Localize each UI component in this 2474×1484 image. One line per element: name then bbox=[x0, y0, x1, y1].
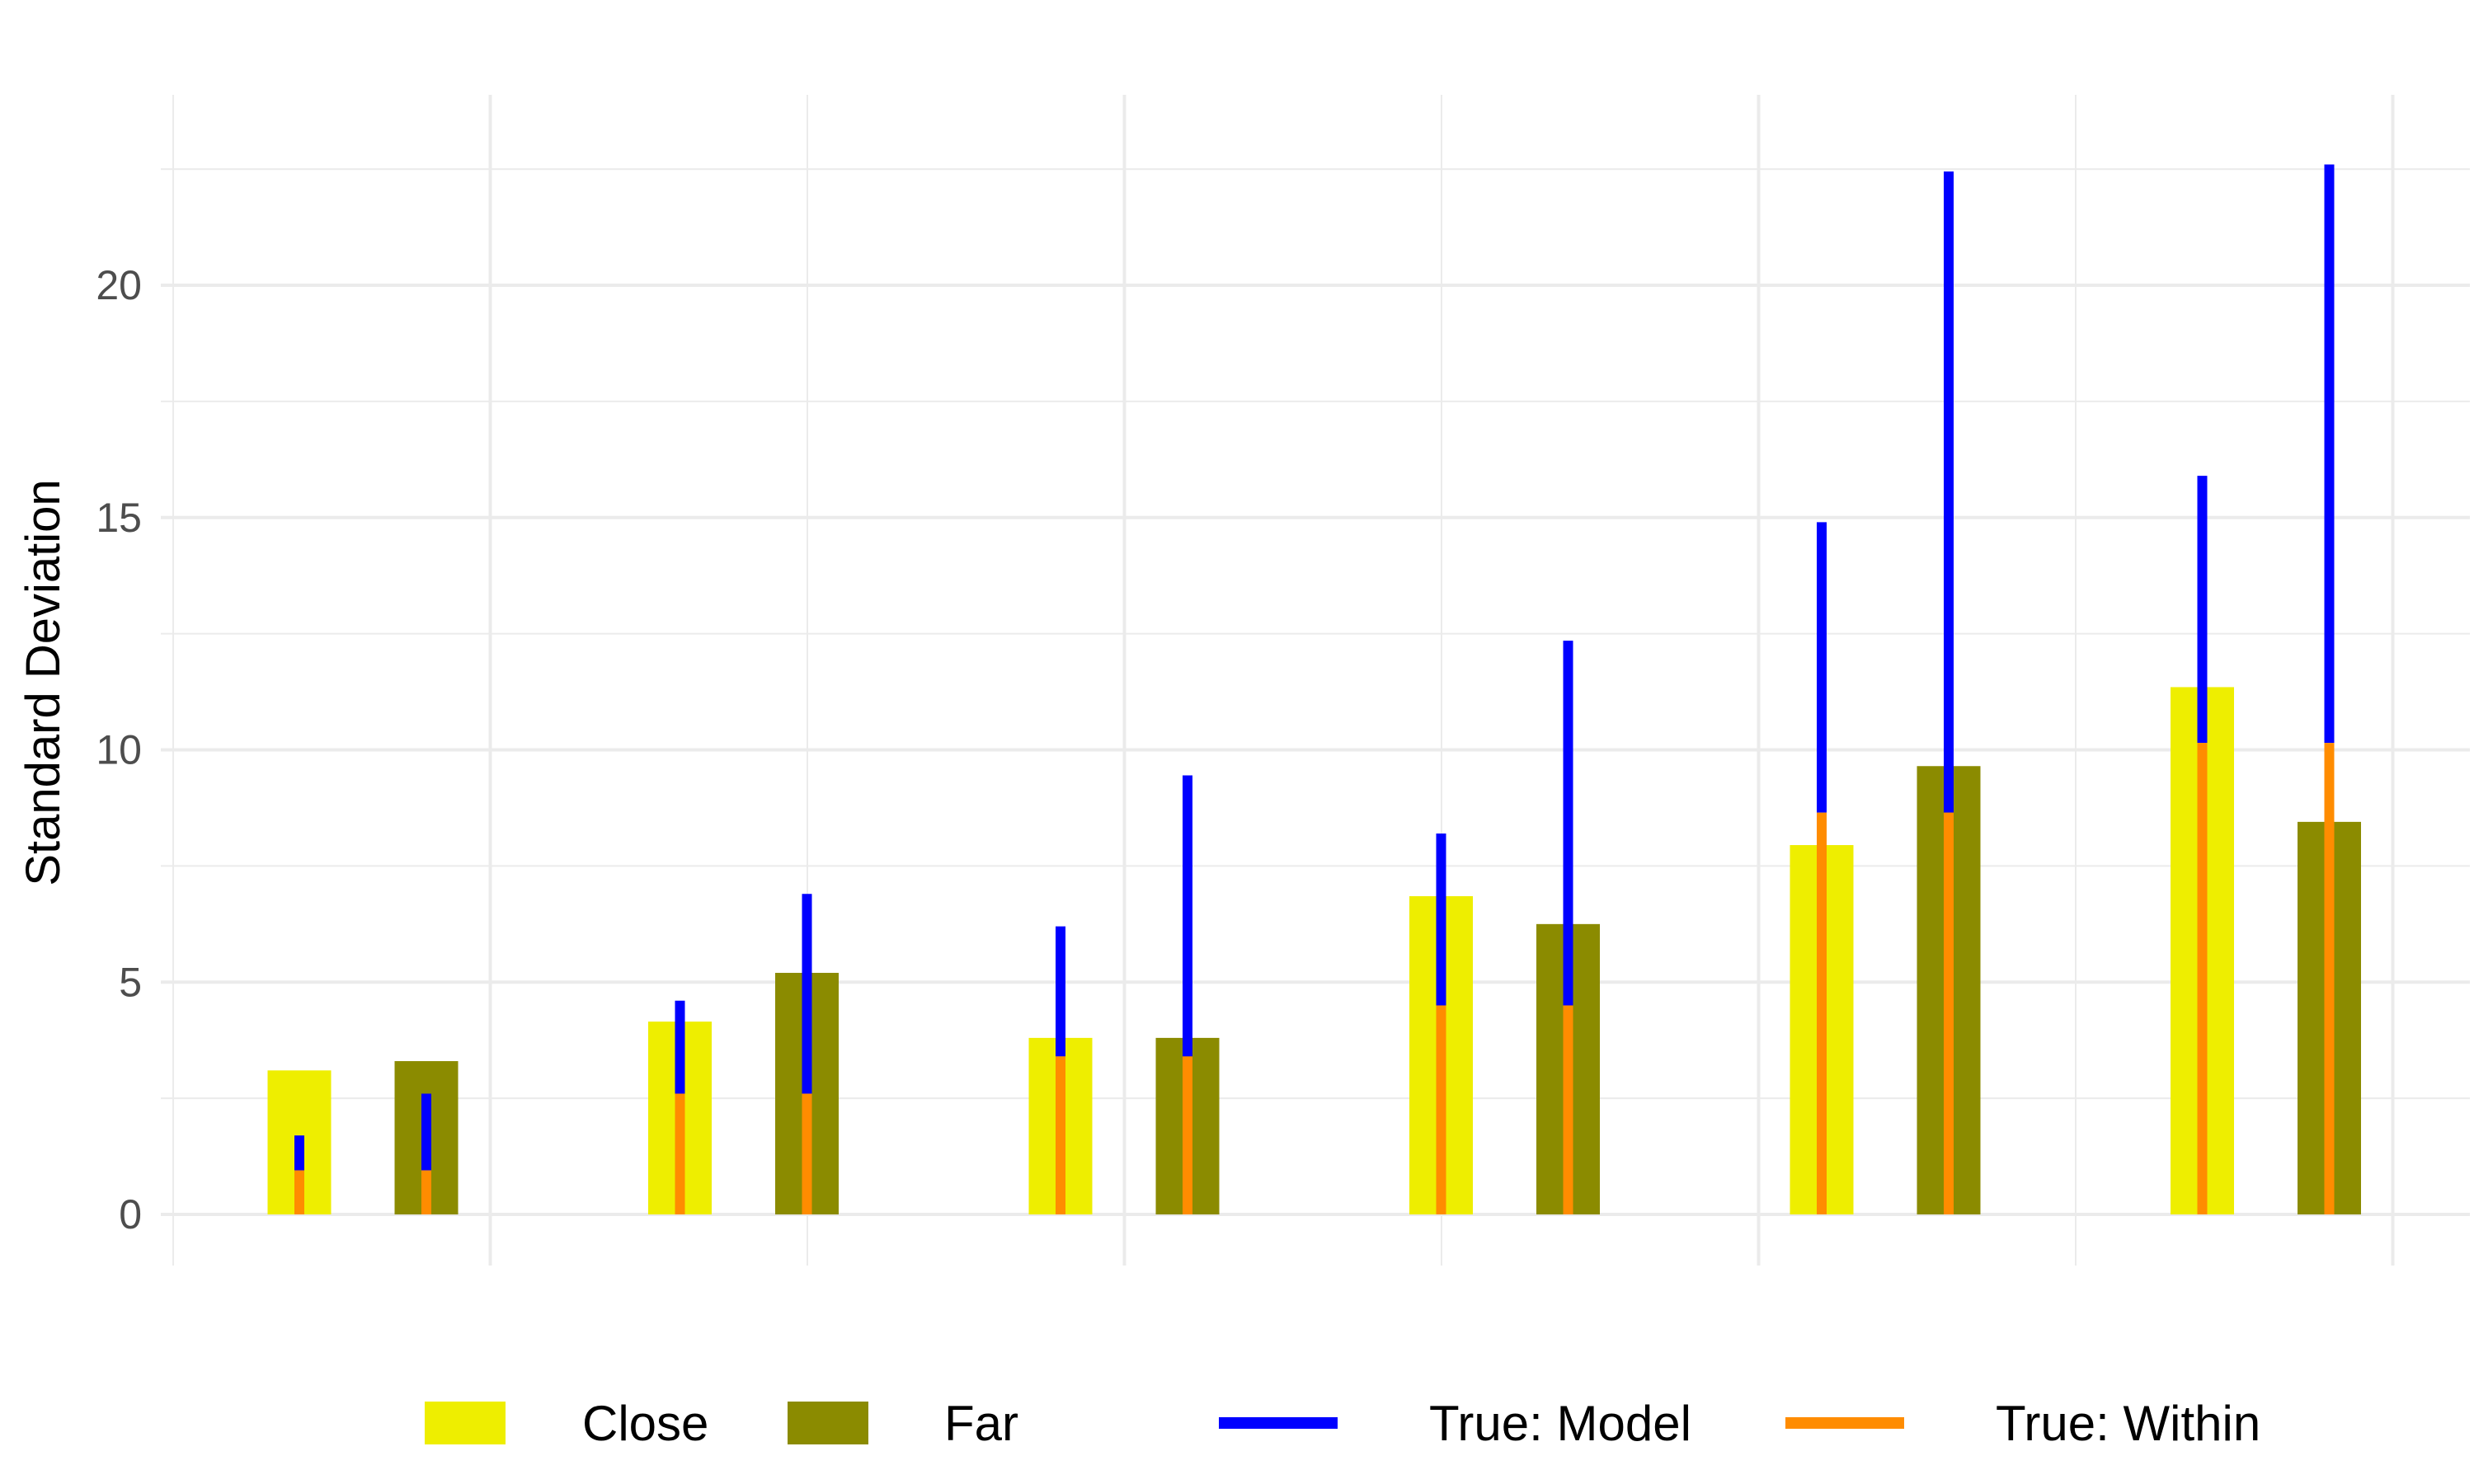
legend: Close Far True: Model True: Within bbox=[425, 1396, 2260, 1451]
y-axis-title: Standard Deviation bbox=[16, 479, 70, 885]
legend-key-far bbox=[788, 1402, 868, 1444]
error-lines bbox=[294, 164, 2335, 1215]
y-axis-ticks: 0 5 10 15 20 bbox=[96, 262, 142, 1237]
y-tick-label: 5 bbox=[119, 959, 142, 1005]
legend-key-close bbox=[425, 1402, 506, 1444]
y-tick-label: 20 bbox=[96, 262, 142, 308]
legend-label-true-model: True: Model bbox=[1429, 1396, 1691, 1451]
legend-label-true-within: True: Within bbox=[1996, 1396, 2260, 1451]
legend-label-close: Close bbox=[582, 1396, 708, 1451]
legend-label-far: Far bbox=[944, 1396, 1018, 1451]
bars bbox=[267, 687, 2361, 1215]
grid bbox=[161, 95, 2470, 1266]
y-tick-label: 10 bbox=[96, 727, 142, 773]
y-tick-label: 15 bbox=[96, 495, 142, 541]
y-tick-label: 0 bbox=[119, 1191, 142, 1237]
